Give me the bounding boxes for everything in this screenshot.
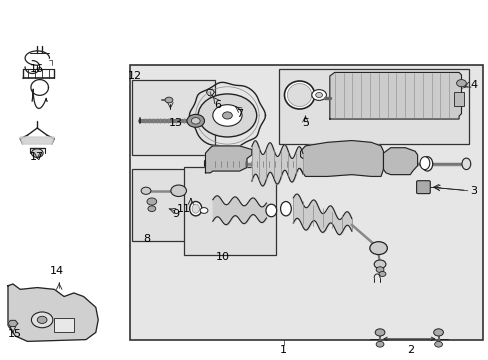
Bar [132,169,190,241]
Bar [453,92,463,107]
Circle shape [433,329,443,336]
Circle shape [31,149,43,157]
Polygon shape [300,140,383,176]
Circle shape [186,114,204,127]
Circle shape [148,206,156,212]
Circle shape [222,112,232,119]
Circle shape [164,97,172,103]
Circle shape [373,260,385,269]
Text: 1: 1 [280,345,286,355]
Ellipse shape [421,157,432,171]
Ellipse shape [189,202,202,216]
Bar [278,69,468,144]
Circle shape [374,329,384,336]
Circle shape [200,208,207,213]
Text: 14: 14 [50,266,64,276]
Text: 17: 17 [30,152,44,162]
Circle shape [37,316,47,323]
Text: 10: 10 [215,252,229,262]
Bar [183,167,276,255]
Circle shape [147,198,157,205]
FancyBboxPatch shape [416,181,429,194]
Ellipse shape [419,157,429,170]
Text: 15: 15 [8,329,22,339]
Ellipse shape [461,158,470,170]
Polygon shape [8,284,98,341]
Polygon shape [20,137,54,144]
Text: 13: 13 [169,118,183,128]
Text: 12: 12 [127,71,142,81]
Circle shape [191,118,200,124]
Text: 16: 16 [30,64,44,74]
Circle shape [311,90,326,100]
Circle shape [375,267,383,273]
Text: 6: 6 [214,100,221,110]
Text: 9: 9 [172,209,180,219]
Circle shape [141,187,151,194]
Circle shape [369,242,386,255]
Polygon shape [8,320,18,327]
Polygon shape [329,72,461,119]
Text: 5: 5 [301,118,308,128]
Text: 4: 4 [469,80,476,90]
Polygon shape [383,148,417,175]
Ellipse shape [192,204,199,213]
Text: 11: 11 [176,204,190,214]
Polygon shape [205,146,251,173]
Ellipse shape [284,81,314,109]
Ellipse shape [280,202,291,216]
Bar [132,80,215,155]
Circle shape [198,94,256,137]
Circle shape [434,341,442,347]
Circle shape [31,312,53,328]
Text: 8: 8 [143,234,150,244]
Text: 3: 3 [469,186,476,196]
Bar [54,318,74,332]
Ellipse shape [287,84,311,107]
Circle shape [378,271,385,276]
Text: 7: 7 [236,109,243,119]
Circle shape [456,80,466,87]
Circle shape [375,341,383,347]
Circle shape [170,185,186,197]
Bar [130,65,483,339]
Text: 2: 2 [406,345,413,355]
Ellipse shape [265,204,276,217]
Circle shape [315,93,322,98]
Circle shape [212,105,242,126]
